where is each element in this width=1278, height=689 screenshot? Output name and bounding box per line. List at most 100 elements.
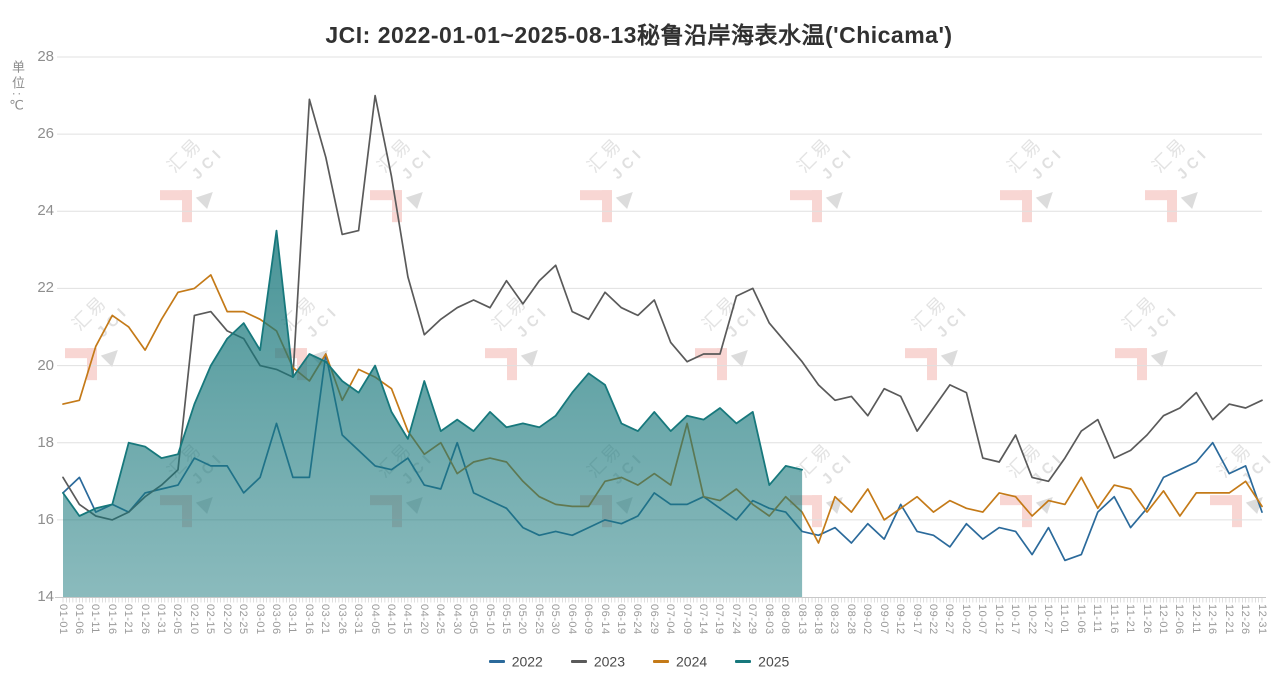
x-axis-tick-label: 10-17 [1009, 604, 1022, 635]
x-axis-tick-label: 10-22 [1025, 604, 1038, 635]
series-line-2025[interactable] [62, 229, 803, 517]
legend-item-2025[interactable]: 2025 [735, 652, 789, 669]
x-axis-tick-label: 11-16 [1107, 604, 1120, 634]
chart-title: JCI: 2022-01-01~2025-08-13秘鲁沿岸海表水温('Chic… [325, 22, 953, 48]
x-axis-tick-label: 01-31 [155, 604, 168, 635]
x-axis-tick-label: 07-14 [697, 604, 710, 635]
x-axis-tick-label: 12-26 [1239, 604, 1252, 635]
x-axis-tick-label: 01-26 [138, 604, 151, 635]
x-axis-tick-label: 11-01 [1058, 604, 1071, 634]
x-axis-tick-label: 06-04 [565, 604, 578, 635]
y-axis-tick-label: 18 [37, 433, 54, 451]
y-axis-tick-label: 22 [37, 279, 54, 297]
x-axis-tick-label: 12-16 [1206, 604, 1219, 635]
x-axis-tick-label: 08-23 [828, 604, 841, 635]
x-axis-tick-label: 02-15 [204, 604, 217, 635]
x-axis-tick-label: 07-19 [713, 604, 726, 635]
x-axis-tick-label: 04-05 [368, 604, 381, 635]
x-axis-tick-label: 04-10 [384, 604, 397, 635]
x-axis-tick-label: 07-24 [729, 604, 742, 635]
x-axis-tick-label: 05-30 [549, 604, 562, 635]
x-axis-tick-label: 08-03 [762, 604, 775, 635]
x-axis-tick-label: 05-20 [516, 604, 529, 635]
x-axis-tick-label: 05-25 [532, 604, 545, 635]
x-axis-tick-label: 10-07 [976, 604, 989, 635]
x-axis-tick-label: 04-15 [401, 604, 414, 635]
y-axis-tick-label: 20 [37, 356, 54, 374]
x-axis-tick-label: 10-27 [1041, 604, 1054, 635]
x-axis-tick-label: 09-02 [861, 604, 874, 635]
legend-swatch-icon [735, 659, 752, 663]
x-axis-tick-label: 05-10 [483, 604, 496, 635]
x-axis-tick-label: 03-21 [319, 604, 332, 635]
legend-item-2023[interactable]: 2023 [570, 652, 625, 670]
x-axis-tick-label: 03-31 [352, 604, 365, 635]
x-axis-tick-label: 03-16 [302, 604, 315, 635]
x-axis-tick-label: 12-31 [1255, 604, 1268, 635]
x-axis-tick-label: 01-11 [89, 604, 102, 634]
legend-swatch-icon [653, 659, 669, 663]
series-area-2025[interactable] [63, 230, 803, 597]
x-axis-tick-label: 09-12 [894, 604, 907, 635]
x-axis-tick-label: 09-27 [943, 604, 956, 635]
x-axis-ticks [62, 597, 1263, 603]
legend-swatch-icon [570, 659, 587, 663]
x-axis-tick-label: 02-20 [220, 604, 233, 635]
x-axis-tick-label: 07-29 [746, 604, 759, 635]
x-axis-tick-label: 04-25 [434, 604, 447, 635]
x-axis-tick-label: 10-02 [959, 604, 972, 635]
x-axis-tick-label: 06-29 [647, 604, 660, 635]
x-axis-tick-label: 09-22 [927, 604, 939, 635]
x-axis-tick-label: 01-01 [56, 604, 69, 635]
x-axis-tick-label: 12-11 [1189, 604, 1202, 634]
x-axis-tick-label: 07-09 [680, 604, 693, 635]
x-axis-tick-label: 11-21 [1124, 604, 1137, 634]
x-axis-tick-label: 11-06 [1074, 604, 1087, 634]
x-axis-tick-label: 06-09 [582, 604, 595, 635]
x-axis-tick-label: 10-12 [992, 604, 1005, 635]
x-axis-tick-label: 06-19 [614, 604, 627, 635]
legend-item-2024[interactable]: 2024 [653, 652, 707, 669]
x-axis-tick-label: 01-21 [122, 604, 135, 635]
x-axis-tick-label: 01-16 [105, 604, 118, 635]
x-axis-tick-label: 11-11 [1091, 604, 1104, 634]
legend-label: 2022 [511, 653, 543, 670]
x-axis-tick-label: 03-01 [253, 604, 266, 635]
y-axis-tick-label: 16 [37, 510, 54, 528]
x-axis-tick-label: 05-15 [499, 604, 512, 635]
x-axis-tick-label: 09-17 [910, 604, 923, 635]
legend-item-2022[interactable]: 2022 [488, 652, 543, 670]
y-axis-tick-label: 28 [37, 48, 54, 65]
x-axis-tick-label: 12-01 [1156, 604, 1169, 635]
x-axis-tick-label: 02-10 [187, 604, 200, 635]
x-axis-tick-label: 08-08 [779, 604, 792, 635]
x-axis-tick-label: 11-26 [1140, 604, 1153, 634]
x-axis-tick-label: 08-13 [795, 604, 808, 635]
x-axis-tick-label: 12-06 [1173, 604, 1186, 635]
x-axis-tick-label: 02-05 [171, 604, 184, 635]
x-axis-tick-label: 03-26 [335, 604, 348, 635]
legend: 2022 2023 2024 2025 [0, 652, 1278, 669]
legend-swatch-icon [488, 659, 505, 663]
legend-label: 2024 [676, 653, 708, 670]
x-axis-tick-label: 06-14 [598, 604, 611, 635]
x-axis-tick-label: 12-21 [1222, 604, 1235, 635]
x-axis-tick-label: 04-20 [417, 604, 430, 635]
x-axis-tick-label: 07-04 [664, 604, 677, 635]
legend-label: 2025 [758, 653, 790, 670]
x-axis-tick-label: 05-05 [467, 604, 480, 635]
x-axis-tick-label: 04-30 [450, 604, 463, 635]
y-axis-tick-label: 14 [37, 588, 54, 605]
x-axis-tick-label: 02-25 [237, 604, 250, 635]
y-axis-unit-label: 单位:℃ [10, 60, 25, 117]
y-axis-tick-label: 24 [37, 202, 54, 220]
x-axis-tick-label: 06-24 [631, 604, 644, 635]
x-axis-tick-label: 01-06 [72, 604, 85, 635]
x-axis-tick-label: 03-06 [270, 604, 283, 635]
x-axis-tick-label: 08-28 [844, 604, 857, 635]
x-axis-tick-label: 09-07 [877, 604, 890, 635]
x-axis-tick-label: 08-18 [812, 604, 825, 635]
legend-label: 2023 [593, 653, 625, 670]
